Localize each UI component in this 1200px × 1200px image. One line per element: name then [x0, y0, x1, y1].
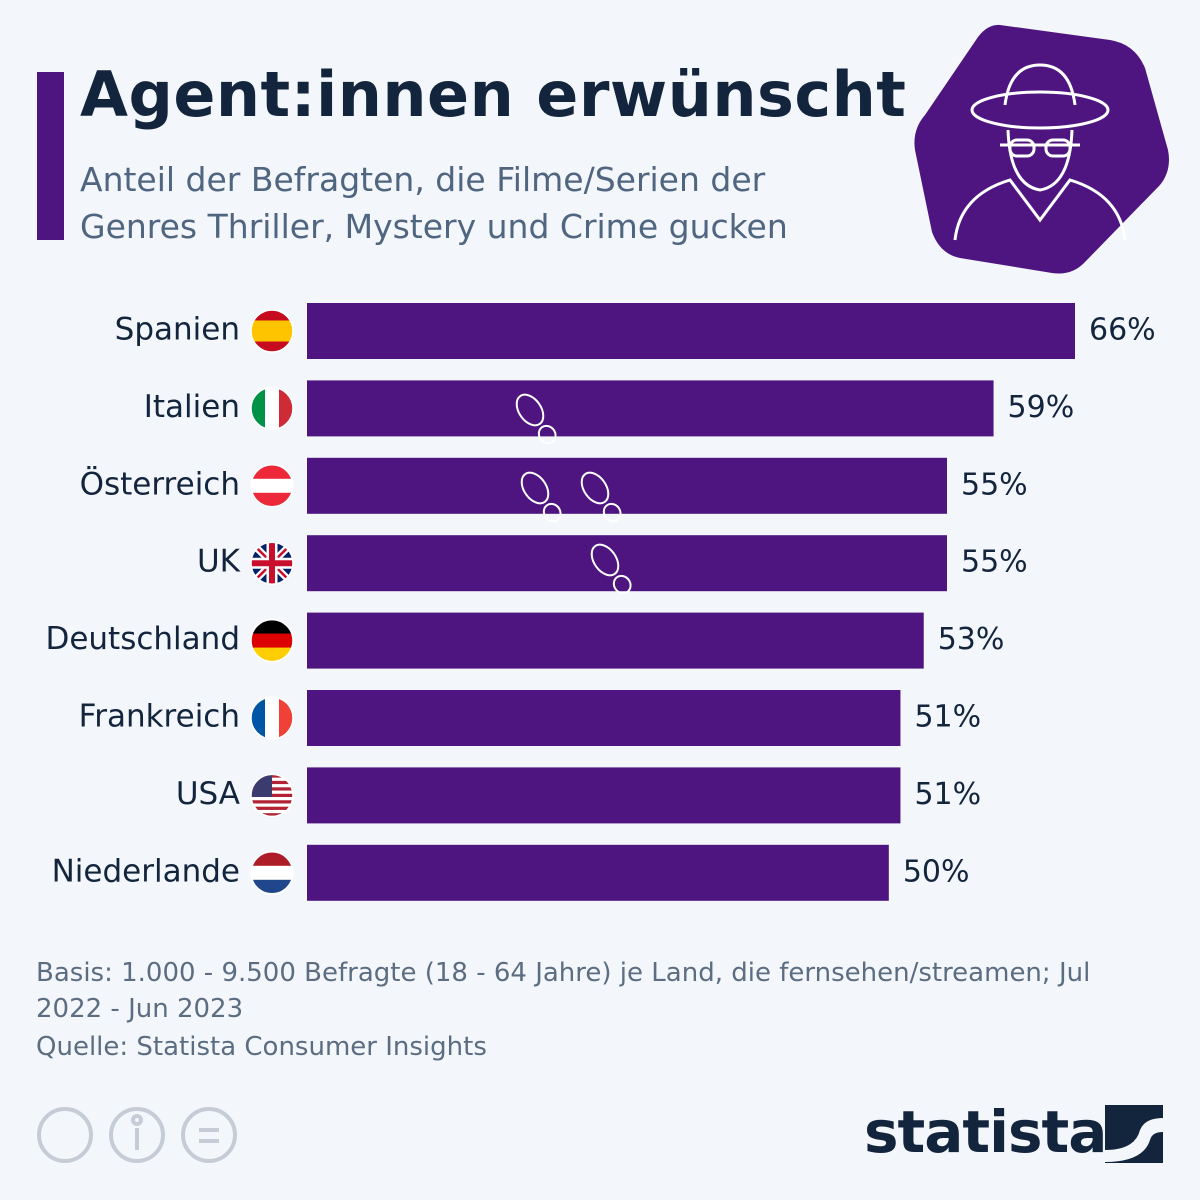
flag-part [251, 464, 293, 480]
flag-border [250, 773, 294, 818]
flag-part [251, 697, 266, 739]
flag [251, 542, 293, 585]
footprint-part [542, 502, 562, 523]
category-label: USA [176, 776, 240, 812]
logo: statista [864, 1098, 1107, 1166]
flag-border [250, 309, 294, 353]
footprint [580, 471, 622, 523]
source: Quelle: Statista Consumer Insights [36, 1032, 487, 1062]
category-label: UK [197, 544, 241, 580]
flag-part [265, 387, 280, 430]
note: Basis: 1.000 - 9.500 Befragte (18 - 64 J… [36, 958, 1091, 1024]
category-label: Spanien [115, 312, 240, 348]
footprint-part [590, 543, 620, 577]
flag [251, 774, 293, 817]
footprint [590, 543, 632, 595]
bar [307, 380, 994, 437]
value-label: 55% [961, 467, 1028, 502]
flag-part [251, 542, 293, 585]
flag-part [251, 806, 293, 811]
value-label: 55% [961, 545, 1028, 580]
flag-border [250, 618, 294, 663]
bar [307, 535, 947, 592]
flag-part [251, 387, 266, 430]
bar [307, 690, 901, 746]
value-label: 53% [938, 622, 1005, 657]
bar [307, 767, 901, 824]
value-label: 51% [914, 700, 981, 735]
title: Agent:innen erwünscht [80, 58, 907, 131]
bar [307, 844, 889, 901]
category-label: Frankreich [79, 699, 240, 735]
bar [307, 457, 947, 514]
flag-part [265, 697, 280, 739]
flag-part [251, 619, 293, 634]
flag-part [251, 310, 293, 321]
bar [307, 612, 924, 669]
flag-border [250, 851, 294, 895]
footprint-part [537, 424, 557, 445]
value-label: 66% [1089, 313, 1156, 348]
value-label: 59% [1008, 390, 1075, 425]
flag-part [251, 478, 293, 494]
cc-icons [37, 1107, 237, 1163]
flag-part [251, 800, 293, 804]
flag-border [250, 541, 294, 585]
flag-part [251, 797, 293, 801]
spy-icon [914, 24, 1169, 274]
subtitle: Anteil der Befragten, die Filme/Serien d… [80, 160, 788, 246]
flag-part [251, 865, 293, 881]
flag-part [251, 320, 293, 342]
flag-border [250, 386, 294, 431]
footprint-part [520, 471, 550, 505]
category-label: Niederlande [52, 853, 240, 889]
footprint [520, 471, 562, 523]
flag-part [251, 813, 293, 817]
footprint [515, 393, 557, 445]
flag-part [251, 803, 293, 808]
footprint-part [602, 502, 622, 523]
flag-part [251, 851, 293, 867]
bar [307, 303, 1075, 359]
footprint-part [612, 574, 632, 595]
flag-part [251, 341, 293, 352]
value-label: 50% [903, 854, 970, 889]
logo-mark [1105, 1105, 1163, 1163]
category-label: Deutschland [45, 621, 240, 657]
flag-part [251, 809, 293, 814]
footprint-part [515, 393, 545, 427]
flag-part [251, 633, 293, 648]
flag [251, 310, 293, 352]
value-label: 51% [914, 777, 981, 812]
category-label: Italien [144, 389, 240, 425]
category-label: Österreich [80, 465, 240, 502]
flag-border [250, 696, 294, 740]
accent-bar [37, 72, 64, 240]
footprint-part [580, 471, 610, 505]
flag-border [250, 464, 294, 508]
